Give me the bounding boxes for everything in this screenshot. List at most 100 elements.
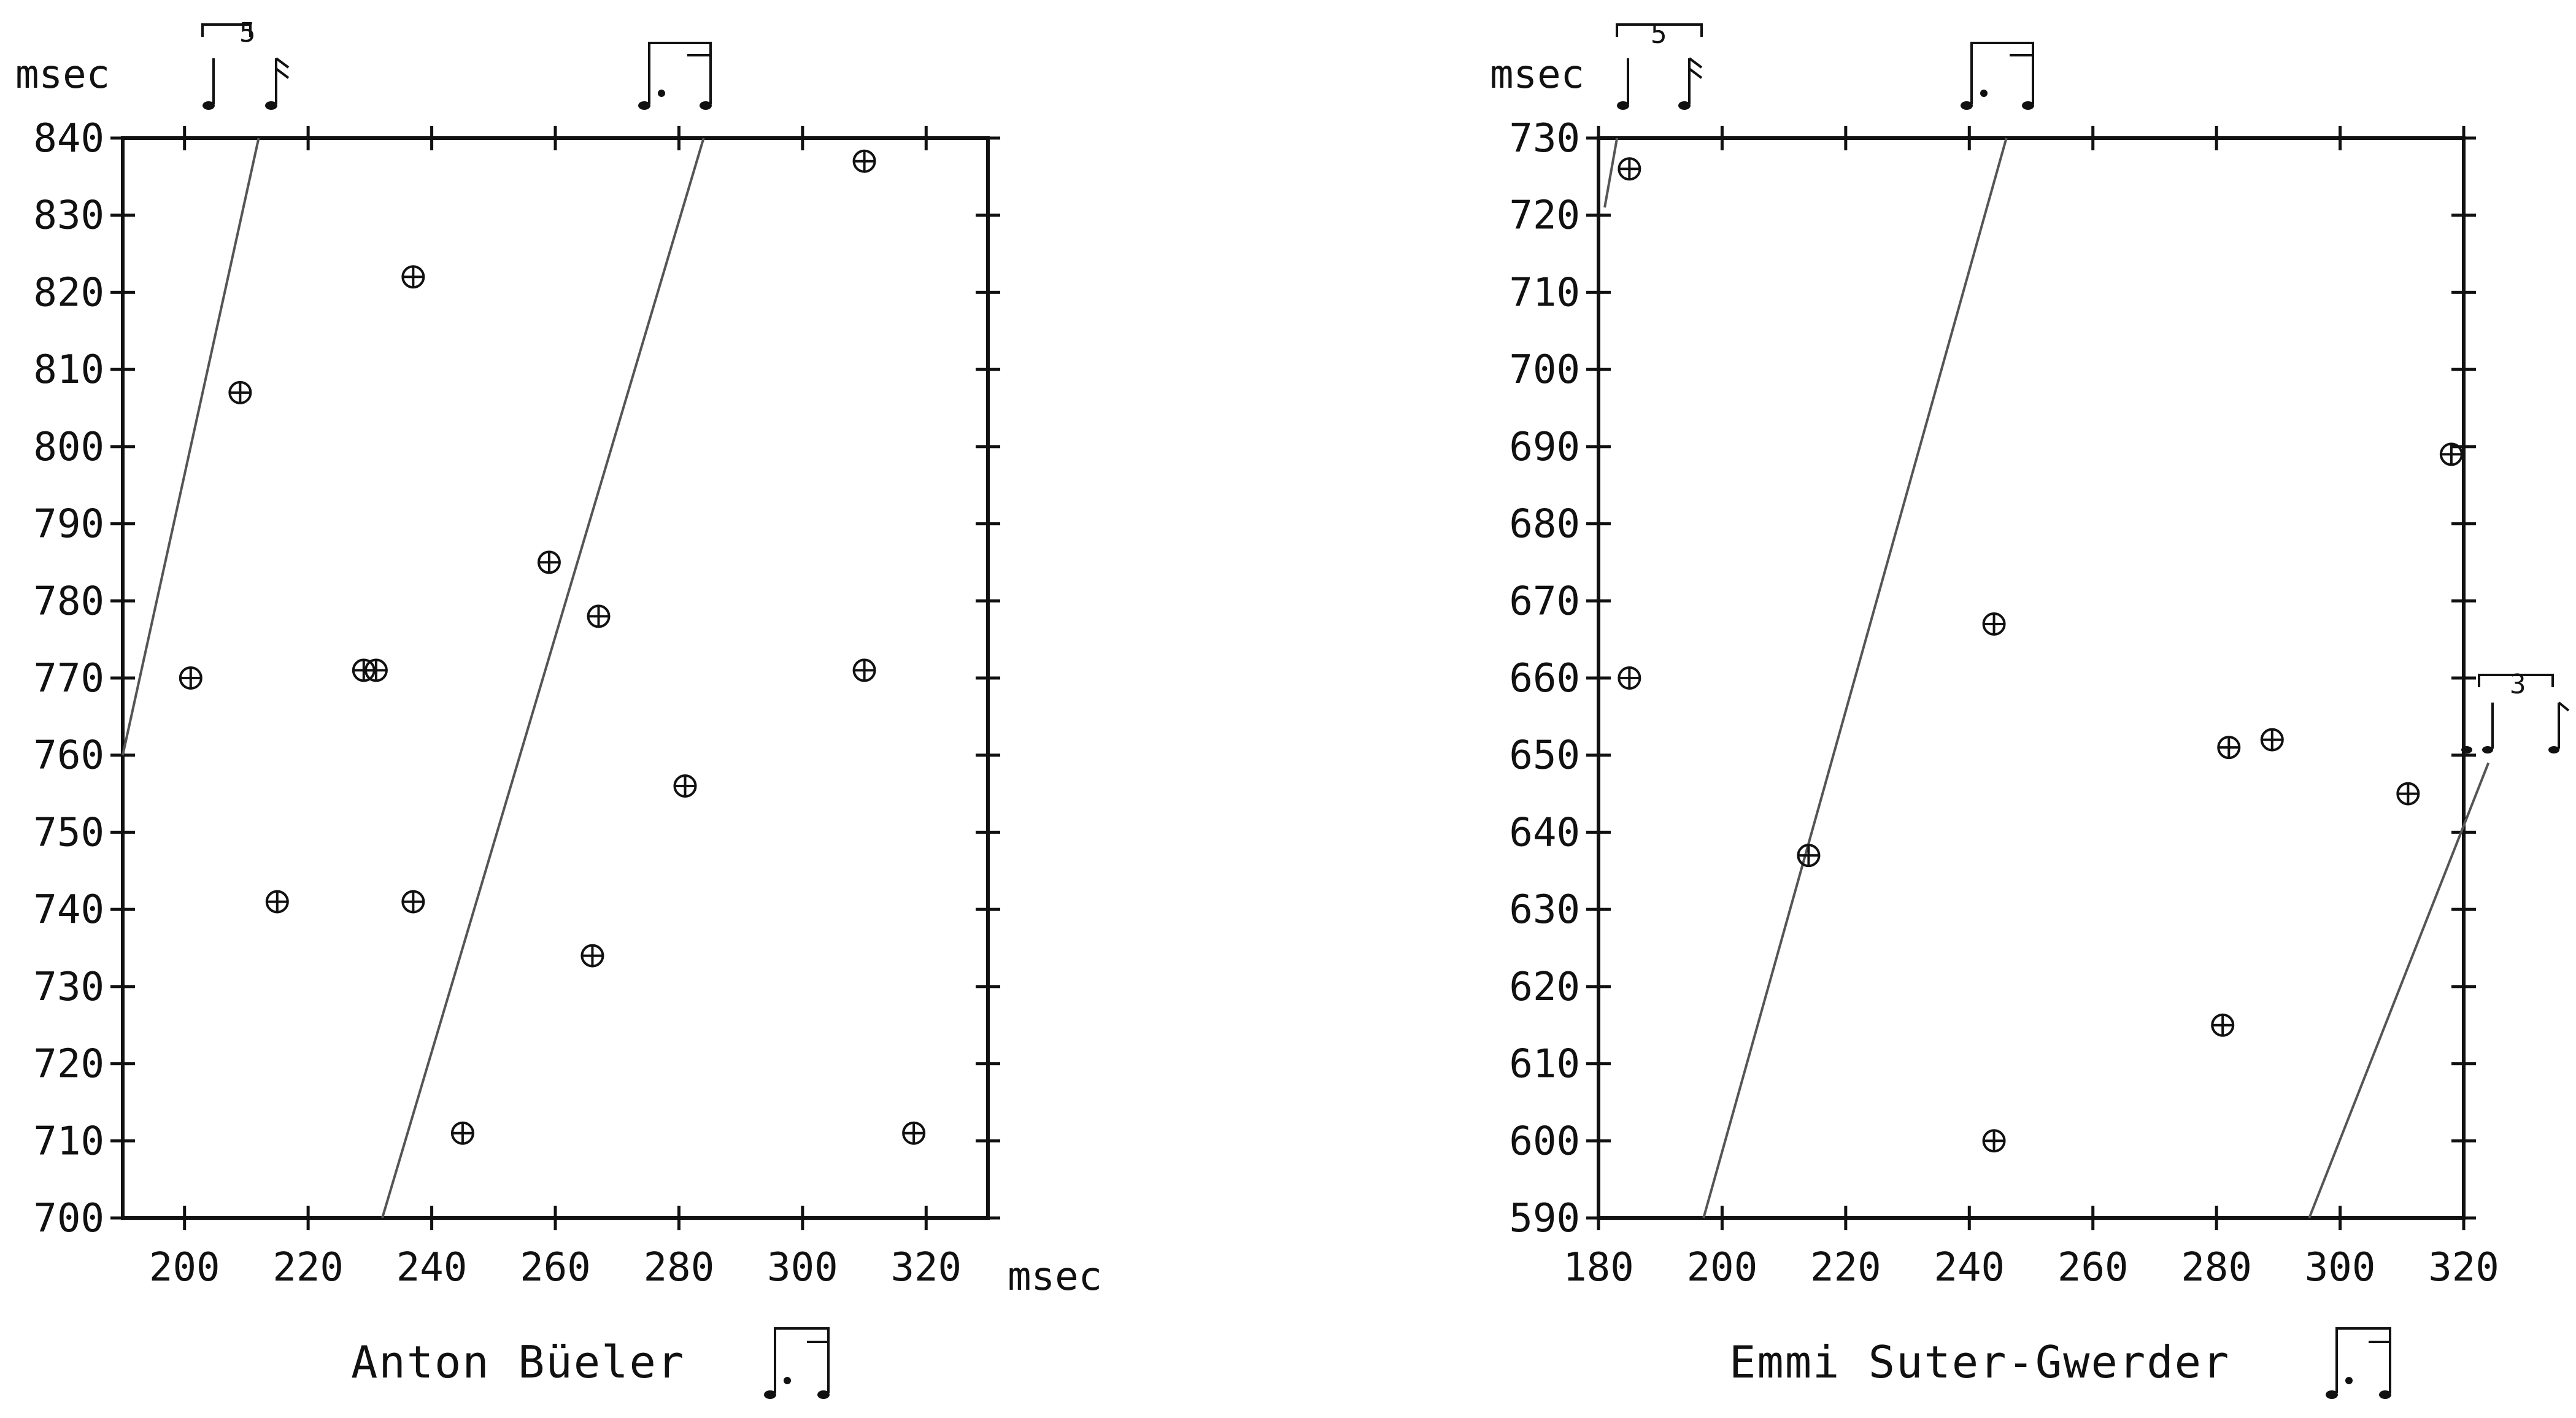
y-tick-label: 840: [33, 116, 104, 161]
y-tick-label: 830: [33, 193, 104, 239]
x-tick-label: 300: [2305, 1245, 2376, 1290]
y-tick-label: 620: [1509, 965, 1580, 1010]
data-point: [179, 666, 202, 690]
svg-text:5: 5: [1651, 18, 1667, 50]
x-tick-label: 220: [272, 1245, 344, 1290]
y-tick-label: 690: [1509, 425, 1580, 470]
reference-lines: [121, 137, 705, 1219]
y-tick-label: 700: [1509, 347, 1580, 393]
chart-caption: Anton Büeler: [351, 1336, 685, 1388]
data-point: [2211, 1013, 2235, 1037]
svg-text:3: 3: [2510, 669, 2526, 700]
x-tick-label: 180: [1563, 1245, 1634, 1290]
y-tick-label: 600: [1509, 1119, 1580, 1164]
y-tick-label: 810: [33, 347, 104, 393]
reference-lines: [1603, 137, 2490, 1219]
chart-panel-emmi-suter-gwerder: 180 200 220 240 260 280 300 320 590 600 610 620 630…: [1490, 18, 2570, 1399]
data-point: [2260, 728, 2284, 752]
y-tick-labels: 700 710 720 730 740 750 760 770 780 790 800 810 820 8…: [33, 116, 104, 1241]
plot-frame: [1597, 136, 2466, 1220]
y-tick-label: 720: [33, 1042, 104, 1087]
y-axis-unit-label: msec: [15, 52, 110, 98]
data-point: [902, 1121, 926, 1145]
data-point: [673, 774, 697, 798]
data-points: [1618, 157, 2463, 1153]
data-point: [1982, 612, 2006, 636]
dotted-rhythm-icon: [1961, 42, 2034, 110]
x-tick-labels: 180 200 220 240 260 280 300 320: [1563, 1245, 2499, 1290]
data-point: [537, 550, 561, 574]
data-point: [265, 890, 289, 914]
x-tick-label: 280: [644, 1245, 715, 1290]
data-point: [1797, 844, 1821, 868]
y-tick-label: 590: [1509, 1196, 1580, 1241]
chart-panel-anton-bueler: 200 220 240 260 280 300 320 700 710 720 730 740 750…: [15, 17, 1102, 1399]
reference-line: [381, 137, 705, 1219]
y-tick-label: 740: [33, 887, 104, 933]
data-point: [2217, 736, 2241, 760]
reference-line: [2308, 762, 2490, 1219]
x-tick-label: 240: [396, 1245, 468, 1290]
reference-line: [121, 137, 260, 756]
quintuplet-rhythm-icon: 5: [1616, 18, 1703, 110]
tick-marks: [110, 126, 1000, 1230]
y-tick-label: 790: [33, 502, 104, 547]
x-tick-label: 260: [2057, 1245, 2129, 1290]
y-tick-label: 630: [1509, 887, 1580, 933]
data-point: [228, 380, 252, 404]
y-tick-labels: 590 600 610 620 630 640 650 660 670 680 690 700 710 7…: [1509, 116, 1580, 1241]
x-tick-label: 200: [149, 1245, 220, 1290]
data-point: [852, 149, 876, 173]
x-tick-label: 200: [1687, 1245, 1758, 1290]
y-tick-label: 720: [1509, 193, 1580, 239]
y-tick-label: 800: [33, 425, 104, 470]
data-point: [1982, 1129, 2006, 1153]
data-point: [852, 658, 876, 682]
triplet-rhythm-icon: 3: [2461, 669, 2570, 753]
y-tick-label: 730: [33, 965, 104, 1010]
x-tick-label: 240: [1934, 1245, 2005, 1290]
y-tick-label: 730: [1509, 116, 1580, 161]
x-tick-label: 260: [520, 1245, 591, 1290]
y-tick-label: 640: [1509, 810, 1580, 855]
y-tick-label: 610: [1509, 1042, 1580, 1087]
x-tick-label: 300: [767, 1245, 838, 1290]
data-point: [450, 1121, 474, 1145]
quintuplet-rhythm-icon: 5: [201, 17, 290, 110]
y-tick-label: 660: [1509, 656, 1580, 701]
data-point: [1618, 157, 1641, 181]
x-tick-label: 280: [2181, 1245, 2252, 1290]
y-tick-label: 710: [33, 1119, 104, 1164]
data-point: [587, 604, 611, 628]
y-tick-label: 680: [1509, 502, 1580, 547]
reference-line: [1702, 137, 2008, 1219]
caption-rhythm-icon: [764, 1327, 830, 1399]
y-tick-label: 780: [33, 579, 104, 624]
y-tick-label: 770: [33, 656, 104, 701]
data-point: [2396, 782, 2420, 806]
tick-marks: [1586, 126, 2476, 1230]
x-tick-label: 320: [2428, 1245, 2499, 1290]
dotted-rhythm-icon: [638, 42, 712, 110]
svg-text:5: 5: [239, 17, 256, 48]
y-axis-unit-label: msec: [1490, 52, 1584, 98]
data-point: [580, 944, 604, 968]
data-point: [2439, 442, 2463, 466]
data-point: [1618, 666, 1641, 690]
data-points: [179, 149, 926, 1145]
y-tick-label: 670: [1509, 579, 1580, 624]
x-axis-unit-label: msec: [1008, 1254, 1102, 1300]
y-tick-label: 820: [33, 270, 104, 315]
data-point: [401, 265, 425, 289]
data-point: [364, 658, 388, 682]
chart-caption: Emmi Suter-Gwerder: [1729, 1336, 2230, 1388]
caption-rhythm-icon: [2326, 1327, 2391, 1399]
x-tick-label: 320: [890, 1245, 962, 1290]
y-tick-label: 750: [33, 810, 104, 855]
data-point: [401, 890, 425, 914]
y-tick-label: 700: [33, 1196, 104, 1241]
y-tick-label: 760: [33, 733, 104, 779]
y-tick-label: 650: [1509, 733, 1580, 779]
x-tick-label: 220: [1810, 1245, 1881, 1290]
x-tick-labels: 200 220 240 260 280 300 320: [149, 1245, 962, 1290]
